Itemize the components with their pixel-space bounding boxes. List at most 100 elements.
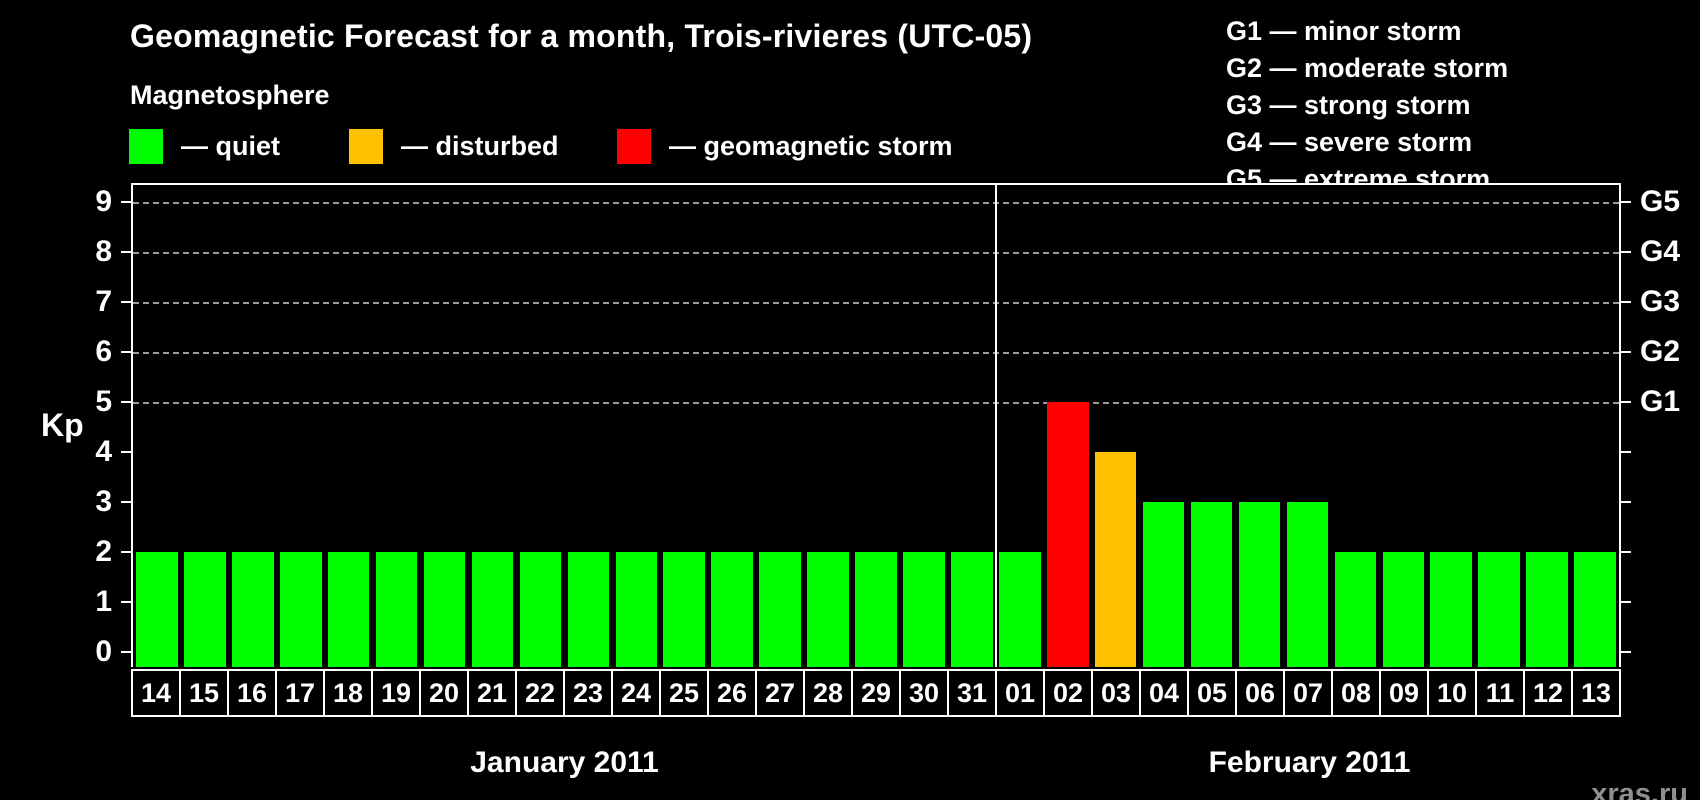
gridline-g4: [133, 252, 1619, 254]
day-cell-feb-06: 06: [1237, 671, 1285, 715]
disturbed-color-swatch: [349, 128, 383, 164]
right-axis-tick-7: [1621, 301, 1631, 303]
day-labels-row: 14 15 16 17 18 19 20 21 22 23 24 25 26 27 28 29 30 31 01 02…: [131, 669, 1621, 717]
chart-title: Geomagnetic Forecast for a month, Trois-…: [130, 18, 1033, 54]
right-axis-label-g5: G5: [1640, 185, 1681, 218]
day-cell-jan-27: 27: [757, 671, 805, 715]
kp-bar-feb-09: [1382, 552, 1425, 667]
kp-bar-feb-13: [1574, 552, 1616, 667]
kp-bar-feb-06: [1238, 502, 1281, 667]
legend-heading: Magnetosphere: [130, 80, 330, 110]
month-label-january: January 2011: [470, 746, 659, 779]
watermark: xras.ru: [1591, 778, 1688, 800]
left-axis-label-0: 0: [95, 635, 112, 668]
kp-bar-jan-21: [471, 552, 514, 667]
day-cell-jan-28: 28: [805, 671, 853, 715]
g-legend-line-g4: G4 — severe storm: [1226, 127, 1473, 157]
legend-item-disturbed: — disturbed: [349, 128, 559, 164]
day-cell-feb-03: 03: [1093, 671, 1141, 715]
left-axis-tick-0: [121, 651, 131, 653]
gridline-g1: [133, 402, 1619, 404]
g-scale-legend: G1 — minor storm G2 — moderate storm G3 …: [1226, 13, 1508, 198]
kp-bar-feb-05: [1190, 502, 1233, 667]
gridline-g2: [133, 352, 1619, 354]
day-cell-feb-09: 09: [1381, 671, 1429, 715]
kp-bar-jan-27: [759, 552, 801, 667]
day-cell-feb-08: 08: [1333, 671, 1381, 715]
day-cell-jan-19: 19: [373, 671, 421, 715]
day-cell-feb-05: 05: [1189, 671, 1237, 715]
kp-bar-jan-14: [136, 552, 178, 667]
right-axis-tick-4: [1621, 451, 1631, 453]
month-separator-line: [994, 185, 997, 667]
left-axis-tick-2: [121, 551, 131, 553]
day-cell-jan-24: 24: [613, 671, 661, 715]
right-axis-label-g2: G2: [1640, 335, 1681, 368]
left-axis-tick-4: [121, 451, 131, 453]
kp-bar-jan-25: [663, 552, 706, 667]
kp-bar-jan-29: [855, 552, 897, 667]
kp-bar-jan-24: [615, 552, 658, 667]
gridline-g3: [133, 302, 1619, 304]
legend-item-quiet: — quiet: [129, 128, 280, 164]
day-cell-feb-01: 01: [997, 671, 1045, 715]
kp-bar-jan-30: [903, 552, 945, 667]
legend-label-disturbed: — disturbed: [401, 130, 559, 161]
kp-bar-jan-16: [232, 552, 274, 667]
day-cell-feb-12: 12: [1525, 671, 1573, 715]
left-axis-label-1: 1: [95, 585, 112, 618]
kp-bar-jan-18: [327, 552, 370, 667]
kp-bar-jan-17: [280, 552, 322, 667]
left-axis-label-7: 7: [95, 285, 112, 318]
right-axis-label-g1: G1: [1640, 385, 1681, 418]
kp-bar-jan-23: [567, 552, 610, 667]
day-cell-feb-02: 02: [1045, 671, 1093, 715]
legend-label-storm: — geomagnetic storm: [669, 130, 953, 161]
kp-bar-jan-19: [375, 552, 418, 667]
day-cell-jan-16: 16: [229, 671, 277, 715]
y-axis-title: Kp: [41, 407, 84, 443]
right-axis-tick-0: [1621, 651, 1631, 653]
left-axis-label-9: 9: [95, 185, 112, 218]
left-axis-tick-1: [121, 601, 131, 603]
left-axis-tick-3: [121, 501, 131, 503]
right-axis-tick-8: [1621, 251, 1631, 253]
day-cell-jan-18: 18: [325, 671, 373, 715]
kp-bar-jan-28: [807, 552, 849, 667]
left-axis-tick-6: [121, 351, 131, 353]
left-axis-label-8: 8: [95, 235, 112, 268]
left-axis-label-6: 6: [95, 335, 112, 368]
kp-bar-feb-02: [1046, 402, 1089, 667]
day-cell-jan-21: 21: [469, 671, 517, 715]
right-axis-tick-1: [1621, 601, 1631, 603]
left-axis-label-3: 3: [95, 485, 112, 518]
kp-bar-feb-07: [1286, 502, 1329, 667]
day-cell-feb-10: 10: [1429, 671, 1477, 715]
right-axis-label-g4: G4: [1640, 235, 1681, 268]
day-cell-jan-29: 29: [853, 671, 901, 715]
day-cell-jan-17: 17: [277, 671, 325, 715]
day-cell-jan-30: 30: [901, 671, 949, 715]
day-cell-jan-22: 22: [517, 671, 565, 715]
legend-item-storm: — geomagnetic storm: [617, 128, 953, 164]
kp-bar-feb-01: [999, 552, 1041, 667]
right-axis-tick-3: [1621, 501, 1631, 503]
g-legend-line-g2: G2 — moderate storm: [1226, 53, 1509, 83]
g-legend-line-g1: G1 — minor storm: [1226, 16, 1462, 46]
left-axis-tick-5: [121, 401, 131, 403]
day-cell-jan-14: 14: [133, 671, 181, 715]
left-axis-label-4: 4: [95, 435, 112, 468]
right-axis-label-g3: G3: [1640, 285, 1681, 318]
left-axis-label-5: 5: [95, 385, 112, 418]
month-label-february: February 2011: [1208, 746, 1411, 779]
day-cell-jan-15: 15: [181, 671, 229, 715]
right-axis-tick-6: [1621, 351, 1631, 353]
kp-bar-feb-03: [1094, 452, 1137, 667]
kp-bar-feb-11: [1478, 552, 1520, 667]
kp-bar-jan-20: [423, 552, 466, 667]
kp-bar-feb-12: [1526, 552, 1568, 667]
kp-bar-jan-31: [951, 552, 993, 667]
kp-bar-jan-22: [519, 552, 562, 667]
day-cell-jan-31: 31: [949, 671, 997, 715]
